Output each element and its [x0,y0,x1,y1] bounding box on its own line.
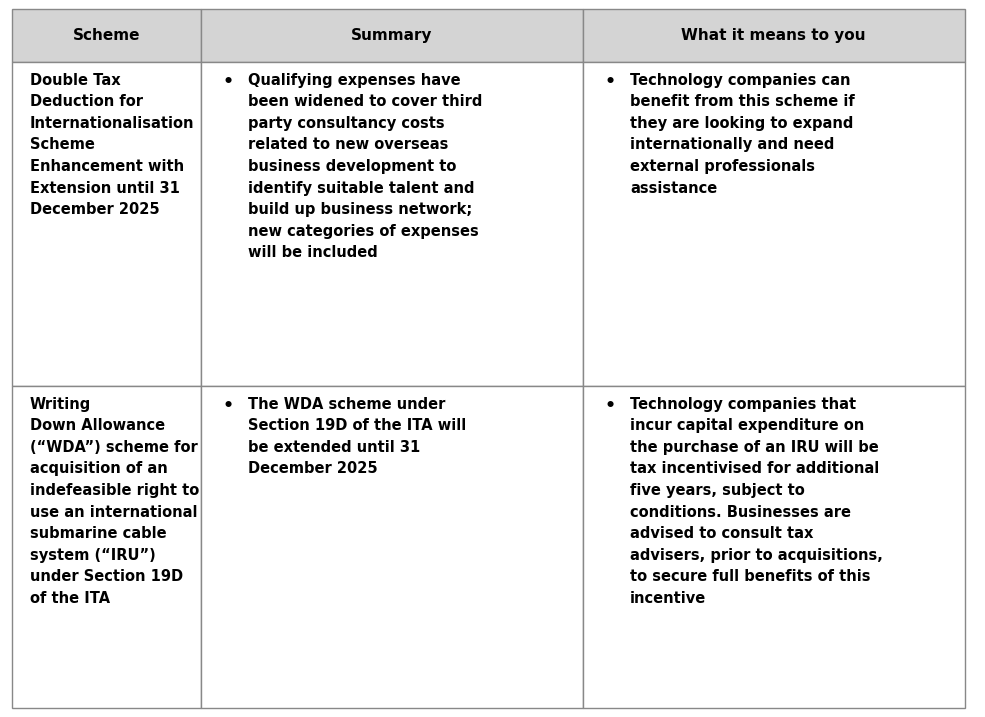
Text: Summary: Summary [352,28,432,43]
Text: •: • [223,397,234,414]
Text: Scheme: Scheme [73,28,140,43]
Bar [201,9,583,62]
Text: Qualifying expenses have
been widened to cover third
party consultancy costs
rel: Qualifying expenses have been widened to… [248,72,483,260]
Bar [201,62,583,386]
Bar [201,386,583,708]
Text: Double Tax
Deduction for
Internationalisation
Scheme
Enhancement with
Extension : Double Tax Deduction for Internationalis… [30,72,194,217]
Text: •: • [223,72,234,90]
Text: •: • [605,72,616,90]
Text: Technology companies that
incur capital expenditure on
the purchase of an IRU wi: Technology companies that incur capital … [630,397,883,606]
Text: •: • [605,397,616,414]
Bar [12,62,201,386]
Text: The WDA scheme under
Section 19D of the ITA will
be extended until 31
December 2: The WDA scheme under Section 19D of the … [248,397,467,476]
Bar [583,62,964,386]
Text: Writing
Down Allowance
(“WDA”) scheme for
acquisition of an
indefeasible right t: Writing Down Allowance (“WDA”) scheme fo… [30,397,199,606]
Bar [583,9,964,62]
Text: Technology companies can
benefit from this scheme if
they are looking to expand
: Technology companies can benefit from th… [630,72,855,196]
Text: What it means to you: What it means to you [682,28,866,43]
Bar [12,386,201,708]
Bar [583,386,964,708]
Bar [12,9,201,62]
